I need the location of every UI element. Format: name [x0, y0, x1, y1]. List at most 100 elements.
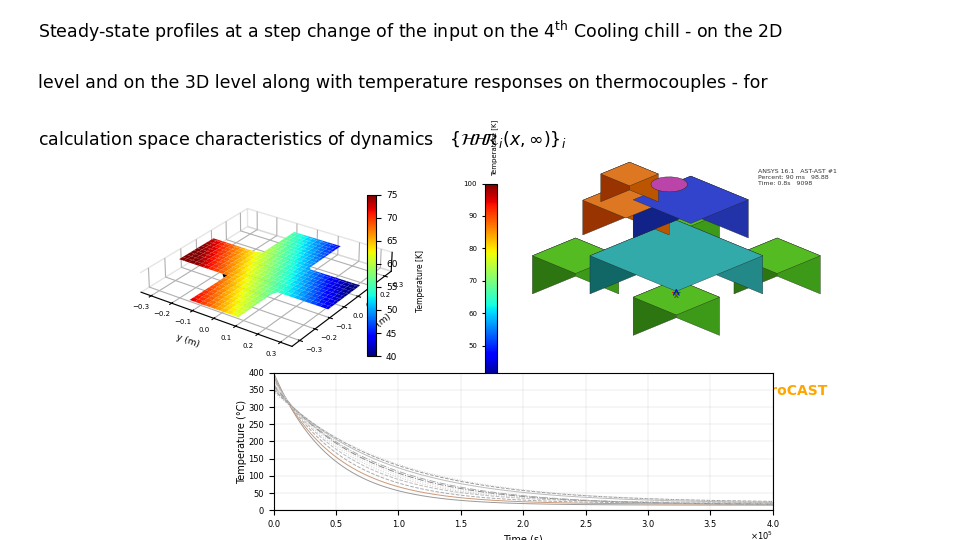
Measuring point 3	[268, 375, 279, 381]
Polygon shape	[734, 238, 821, 273]
Measuring point 5	[497, 493, 509, 500]
Measuring point 1	[268, 369, 279, 376]
X-axis label: Time (s): Time (s)	[503, 535, 543, 540]
Measuring point 2	[660, 501, 672, 507]
Measuring point 6	[753, 501, 764, 507]
Text: ProCAST: ProCAST	[760, 384, 828, 398]
Measuring point 11	[511, 486, 522, 492]
Polygon shape	[634, 176, 691, 238]
Measuring point 8	[660, 500, 672, 507]
Measuring point 8	[497, 490, 509, 497]
Measuring point 7	[660, 500, 672, 506]
Measuring point 7	[268, 381, 279, 388]
Measuring point 10	[294, 409, 305, 416]
Line: Measuring point 7: Measuring point 7	[274, 384, 773, 504]
Polygon shape	[601, 162, 630, 202]
Measuring point 1	[753, 502, 764, 508]
Measuring point 5	[268, 378, 279, 384]
Measuring point 11	[753, 498, 764, 505]
Polygon shape	[634, 176, 749, 224]
Polygon shape	[583, 183, 626, 235]
Measuring point 11	[660, 496, 672, 503]
Polygon shape	[634, 197, 720, 232]
Polygon shape	[533, 238, 576, 294]
Measuring point 4	[511, 495, 522, 501]
Measuring point 1	[660, 502, 672, 508]
Polygon shape	[626, 183, 669, 235]
Measuring point 6	[767, 501, 779, 507]
Measuring point 10	[660, 496, 672, 503]
Measuring point 1	[294, 417, 305, 424]
Line: Measuring point 9: Measuring point 9	[274, 388, 773, 502]
Y-axis label: x (m): x (m)	[368, 313, 393, 334]
Text: $\times10^5$: $\times10^5$	[750, 530, 773, 540]
Polygon shape	[634, 197, 677, 252]
Y-axis label: Temperature (°C): Temperature (°C)	[236, 400, 247, 483]
Text: calculation space characteristics of dynamics   $\{\mathcal{H\!H\!R}_i(x,\infty): calculation space characteristics of dyn…	[38, 129, 566, 151]
Measuring point 1	[511, 500, 522, 507]
Measuring point 10	[268, 387, 279, 393]
Measuring point 2	[268, 373, 279, 379]
Polygon shape	[634, 279, 720, 315]
Measuring point 9	[497, 487, 509, 494]
Measuring point 10	[511, 487, 522, 493]
Measuring point 8	[753, 501, 764, 508]
Measuring point 8	[767, 502, 779, 508]
Polygon shape	[630, 162, 659, 202]
Polygon shape	[677, 197, 720, 252]
Line: Measuring point 5: Measuring point 5	[274, 381, 773, 503]
Line: Measuring point 10: Measuring point 10	[274, 390, 773, 502]
Measuring point 3	[767, 500, 779, 507]
Polygon shape	[576, 238, 619, 294]
Text: Steady-state profiles at a step change of the input on the 4$^\mathregular{th}$ : Steady-state profiles at a step change o…	[38, 18, 783, 44]
Measuring point 3	[294, 414, 305, 420]
Measuring point 3	[511, 496, 522, 503]
Measuring point 11	[268, 388, 279, 395]
Measuring point 9	[753, 499, 764, 505]
Measuring point 9	[660, 497, 672, 504]
Measuring point 10	[767, 498, 779, 505]
Measuring point 5	[753, 500, 764, 507]
Measuring point 8	[268, 383, 279, 390]
Measuring point 4	[497, 494, 509, 500]
Measuring point 4	[767, 500, 779, 506]
Line: Measuring point 8: Measuring point 8	[274, 387, 773, 505]
Text: level and on the 3D level along with temperature responses on thermocouples - fo: level and on the 3D level along with tem…	[38, 75, 768, 92]
Measuring point 7	[753, 501, 764, 508]
Polygon shape	[601, 162, 659, 186]
Measuring point 2	[497, 498, 509, 504]
Polygon shape	[634, 279, 677, 335]
X-axis label: y (m): y (m)	[175, 332, 201, 349]
Measuring point 1	[767, 502, 779, 508]
Line: Measuring point 6: Measuring point 6	[274, 383, 773, 504]
Text: Temperature [K]: Temperature [K]	[492, 119, 498, 176]
Measuring point 5	[767, 500, 779, 507]
Measuring point 9	[268, 385, 279, 392]
Measuring point 4	[268, 376, 279, 383]
Measuring point 9	[294, 409, 305, 416]
Measuring point 9	[511, 489, 522, 495]
Measuring point 7	[497, 491, 509, 498]
Polygon shape	[590, 220, 763, 291]
Measuring point 11	[294, 410, 305, 416]
Y-axis label: Temperature [K]: Temperature [K]	[416, 250, 424, 312]
Measuring point 3	[660, 500, 672, 506]
Measuring point 10	[753, 498, 764, 504]
Measuring point 1	[497, 500, 509, 506]
Measuring point 8	[511, 492, 522, 498]
Measuring point 2	[767, 501, 779, 507]
Line: Measuring point 4: Measuring point 4	[274, 380, 773, 503]
Measuring point 9	[767, 499, 779, 505]
Polygon shape	[651, 177, 687, 192]
Polygon shape	[677, 220, 763, 294]
Measuring point 3	[753, 500, 764, 507]
Measuring point 1	[753, 502, 764, 508]
Measuring point 8	[753, 501, 764, 508]
Polygon shape	[734, 238, 778, 294]
Measuring point 5	[511, 494, 522, 501]
Measuring point 4	[753, 500, 764, 506]
Text: ANSYS 16.1   AST-AST #1
Percent: 90 ms   98.88
Time: 0.8s   9098: ANSYS 16.1 AST-AST #1 Percent: 90 ms 98.…	[757, 169, 836, 186]
Line: Measuring point 11: Measuring point 11	[274, 392, 773, 502]
Measuring point 10	[497, 485, 509, 491]
Measuring point 11	[497, 484, 509, 490]
